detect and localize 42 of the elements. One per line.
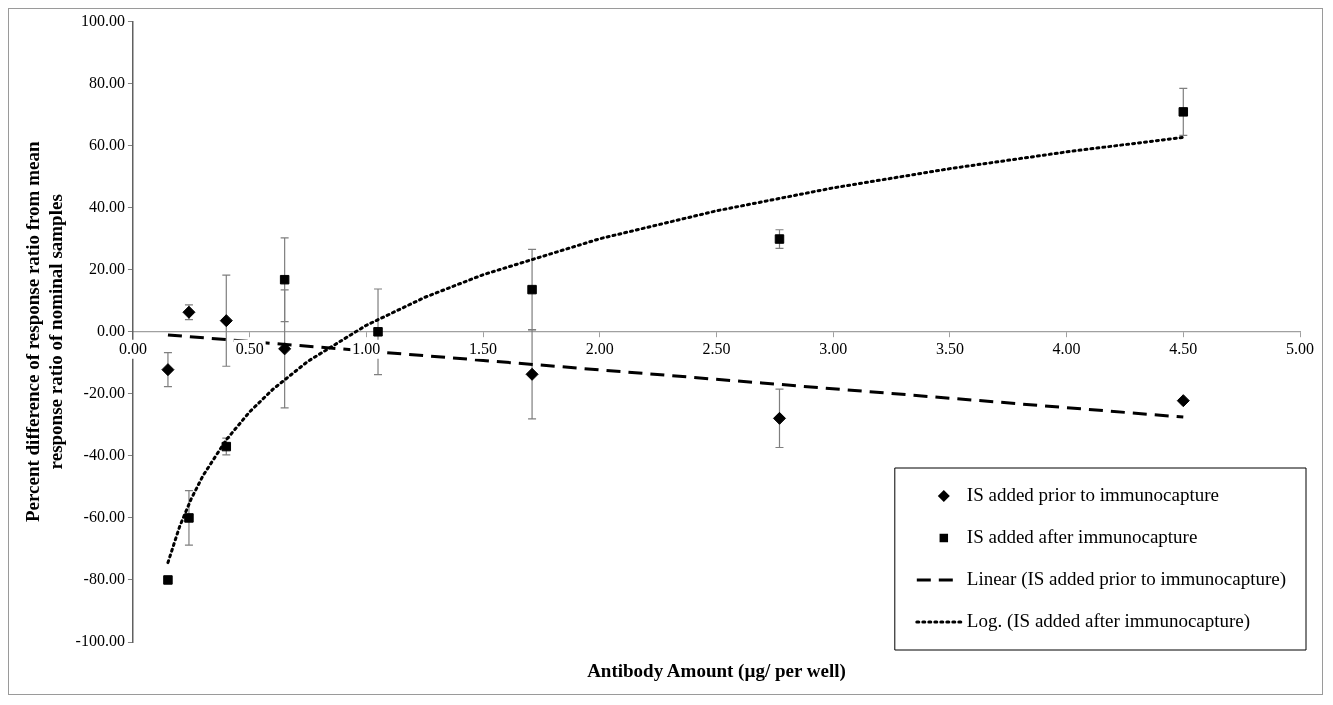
x-tick-label: 2.50	[702, 340, 731, 357]
point	[163, 575, 173, 585]
legend-label: IS added after immunocapture	[966, 525, 1198, 547]
x-tick-label: 3.00	[819, 340, 848, 357]
y-tick-label: 0.00	[96, 322, 125, 339]
legend-label: Log. (IS added after immunocapture)	[966, 609, 1251, 632]
point	[1176, 394, 1190, 408]
point	[1178, 107, 1189, 117]
legend-label: Linear (IS added prior to immunocapture)	[966, 567, 1287, 590]
y-tick-label: -20.00	[83, 384, 125, 402]
y-tick-label: 80.00	[88, 73, 125, 91]
x-tick-label: 0.00	[118, 340, 147, 357]
x-tick-label: 2.00	[585, 340, 614, 357]
legend-label: IS added prior to immunocapture	[966, 483, 1220, 505]
y-tick-label: 20.00	[88, 259, 125, 277]
y-axis-title: Percent difference of response ratio from mean response ratio of nominal samples	[22, 141, 67, 523]
point	[184, 513, 194, 523]
y-tick-label: 100.00	[80, 11, 125, 29]
point	[279, 274, 290, 285]
y-tick-label: 40.00	[88, 197, 125, 215]
point	[772, 411, 786, 425]
x-tick-label: 0.50	[235, 340, 264, 357]
x-tick-label: 3.50	[935, 340, 964, 357]
point	[774, 234, 785, 244]
y-tick-label: -40.00	[83, 446, 125, 464]
point	[527, 284, 537, 295]
point	[278, 342, 292, 356]
x-tick-label: 1.00	[352, 340, 381, 357]
x-axis-title: Antibody Amount (µg/ per well)	[587, 659, 846, 682]
x-tick-label: 1.50	[469, 340, 498, 357]
x-tick-label: 4.50	[1169, 340, 1198, 357]
x-tick-label: 4.00	[1052, 340, 1081, 357]
y-tick-label: -80.00	[83, 570, 125, 588]
y-tick-label: 60.00	[88, 135, 125, 153]
point	[219, 314, 233, 328]
point	[525, 367, 539, 381]
x-tick-label: 5.00	[1286, 340, 1314, 357]
point	[221, 441, 232, 452]
y-tick-label: -100.00	[75, 632, 125, 650]
y-tick-label: -60.00	[83, 508, 125, 526]
point	[161, 363, 175, 377]
point	[373, 327, 383, 337]
